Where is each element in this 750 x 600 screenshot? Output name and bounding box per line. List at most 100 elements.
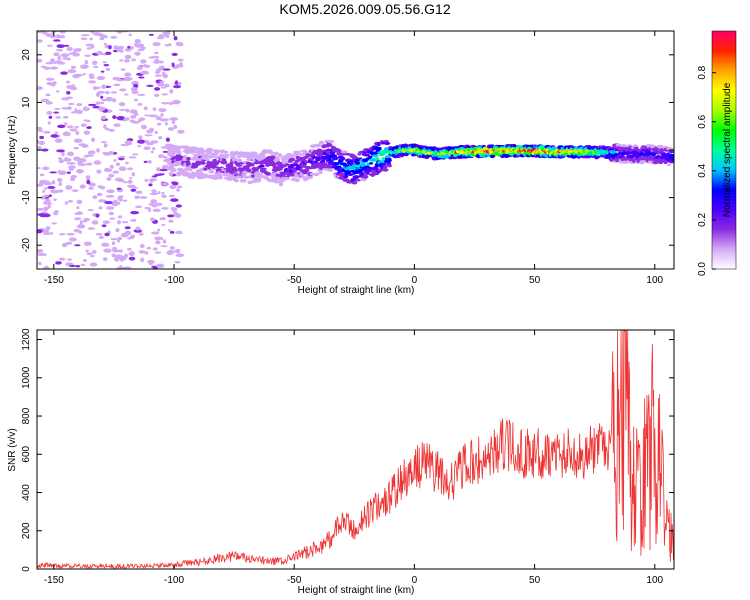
noise-blob: [143, 146, 151, 151]
noise-blob: [113, 123, 121, 128]
signal-blob: [359, 162, 366, 167]
spectrogram-x-tick-label: 50: [529, 275, 541, 286]
signal-blob: [294, 178, 300, 183]
noise-blob: [68, 264, 77, 268]
noise-blob: [100, 101, 104, 105]
noise-blob: [99, 235, 104, 240]
noise-blob: [118, 109, 127, 112]
noise-blob: [64, 156, 69, 162]
noise-blob: [57, 55, 61, 60]
signal-blob: [327, 139, 335, 144]
signal-blob: [227, 164, 234, 168]
noise-blob: [71, 189, 79, 192]
signal-blob: [200, 161, 206, 165]
noise-blob: [111, 202, 119, 207]
noise-blob: [113, 257, 120, 262]
signal-blob: [313, 172, 320, 177]
noise-blob: [86, 179, 91, 185]
noise-blob: [138, 232, 144, 236]
noise-blob: [130, 234, 136, 239]
noise-blob: [47, 204, 51, 209]
noise-blob: [41, 195, 46, 200]
noise-blob: [65, 185, 73, 190]
noise-blob: [118, 157, 125, 161]
noise-blob: [115, 227, 120, 233]
noise-blob: [88, 73, 95, 77]
noise-blob: [118, 59, 124, 62]
noise-blob: [56, 149, 65, 153]
noise-blob: [150, 140, 159, 144]
noise-blob: [162, 150, 169, 153]
noise-blob: [37, 39, 43, 43]
noise-blob: [128, 33, 132, 37]
signal-blob: [186, 156, 191, 161]
noise-blob: [162, 239, 167, 244]
snr-y-tick-label: 800: [21, 407, 32, 424]
noise-blob: [55, 116, 62, 119]
noise-blob: [83, 241, 92, 246]
noise-blob: [144, 114, 151, 117]
noise-blob: [101, 224, 107, 228]
noise-blob: [68, 167, 74, 171]
noise-blob: [105, 51, 112, 56]
noise-blob: [129, 109, 138, 114]
noise-blob: [84, 54, 91, 57]
noise-blob: [46, 44, 54, 47]
signal-blob: [318, 140, 325, 145]
noise-blob: [133, 43, 139, 46]
noise-blob: [108, 150, 114, 155]
noise-blob: [103, 99, 107, 102]
noise-blob: [112, 115, 117, 120]
noise-blob: [124, 226, 131, 230]
noise-blob: [169, 117, 179, 121]
spectrogram-plot-area: [37, 31, 674, 269]
signal-blob: [182, 157, 187, 162]
noise-blob: [112, 249, 120, 253]
noise-blob: [76, 169, 84, 174]
noise-blob: [154, 130, 158, 135]
noise-blob: [152, 247, 158, 251]
noise-blob: [65, 241, 73, 245]
noise-blob: [122, 199, 128, 202]
noise-blob: [45, 202, 53, 205]
noise-blob: [93, 65, 99, 69]
figure-title: KOM5.2026.009.05.56.G12: [279, 1, 450, 17]
signal-blob: [615, 143, 622, 148]
noise-blob: [73, 48, 77, 53]
noise-blob: [80, 34, 90, 37]
signal-blob: [331, 156, 339, 161]
spectrogram-x-tick-label: 100: [646, 275, 663, 286]
snr-y-tick-label: 1000: [21, 366, 32, 389]
noise-blob: [161, 194, 167, 198]
signal-blob: [352, 175, 360, 180]
noise-blob: [177, 129, 185, 134]
noise-blob: [56, 90, 60, 93]
spectrogram-x-tick-label: 0: [412, 275, 418, 286]
signal-blob: [343, 175, 349, 179]
noise-blob: [138, 76, 145, 79]
noise-blob: [88, 76, 96, 79]
noise-blob: [63, 122, 68, 126]
noise-blob: [55, 60, 63, 64]
signal-blob: [234, 150, 240, 155]
noise-blob: [69, 128, 78, 132]
noise-blob: [124, 54, 132, 60]
noise-blob: [72, 52, 80, 57]
noise-blob: [54, 107, 61, 110]
noise-blob: [160, 86, 167, 89]
noise-blob: [95, 92, 101, 97]
snr-y-axis-label: SNR (v/v): [7, 428, 18, 471]
noise-blob: [130, 87, 138, 92]
noise-blob: [144, 134, 153, 137]
noise-blob: [50, 134, 59, 138]
noise-blob: [157, 83, 165, 87]
noise-blob: [158, 155, 163, 159]
noise-blob: [174, 213, 182, 218]
signal-blob: [167, 148, 173, 153]
noise-blob: [76, 109, 83, 115]
noise-blob: [152, 107, 157, 111]
noise-blob: [171, 181, 178, 185]
snr-line: [37, 330, 674, 569]
